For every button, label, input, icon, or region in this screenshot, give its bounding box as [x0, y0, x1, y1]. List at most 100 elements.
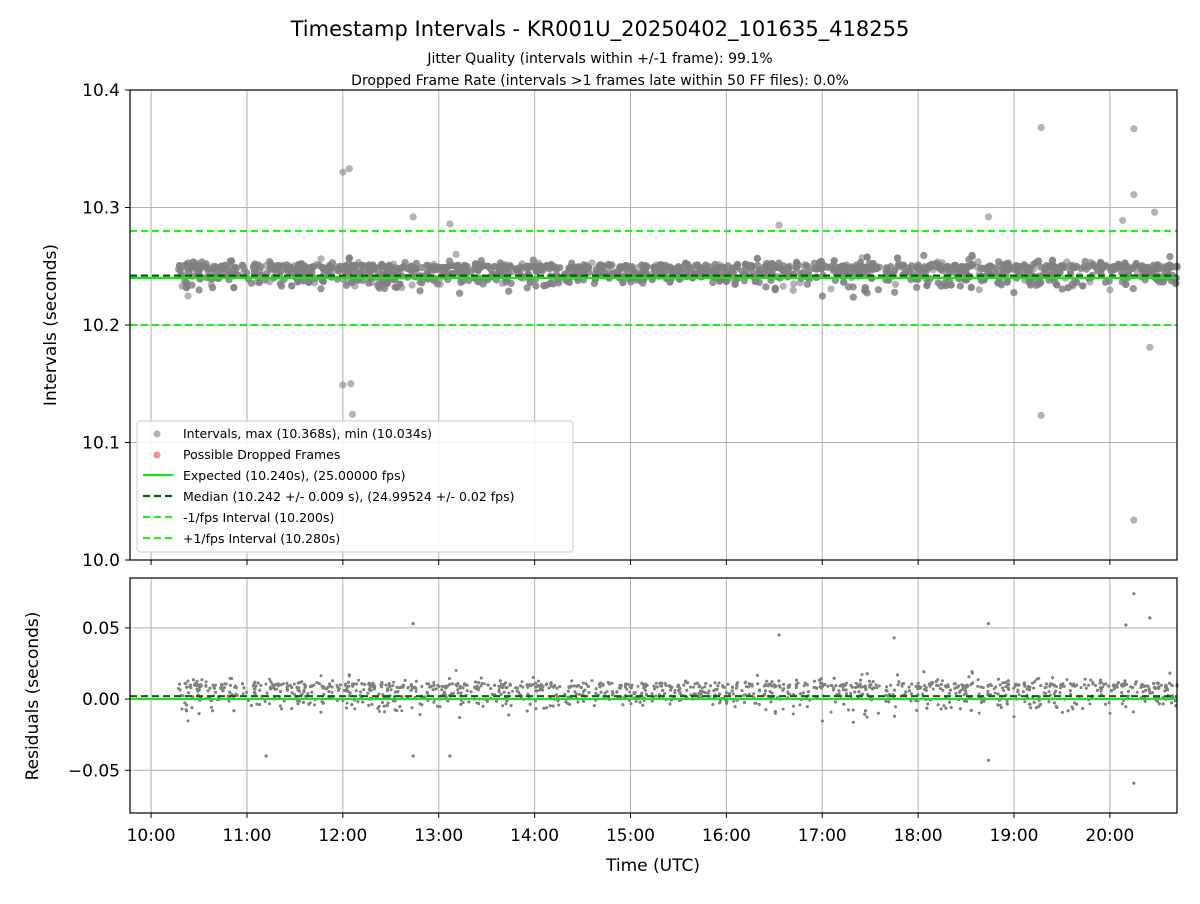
residual-point — [541, 689, 544, 692]
residual-point — [1103, 683, 1106, 686]
interval-point — [875, 286, 882, 293]
residual-point — [419, 713, 422, 716]
residual-point — [498, 690, 501, 693]
interval-point — [793, 259, 800, 266]
residual-point — [366, 692, 369, 695]
residual-point — [718, 681, 721, 684]
residual-point — [591, 679, 594, 682]
interval-point — [1005, 262, 1012, 269]
interval-point — [961, 266, 968, 273]
residual-point — [854, 686, 857, 689]
residual-point — [187, 680, 190, 683]
residual-point — [918, 685, 921, 688]
residual-point — [1004, 681, 1007, 684]
residual-point — [458, 716, 461, 719]
residual-point — [845, 692, 848, 695]
residual-point — [503, 691, 506, 694]
residual-point — [701, 687, 704, 690]
interval-point — [683, 267, 690, 274]
residual-point — [792, 705, 795, 708]
y-tick-label: 10.3 — [82, 199, 120, 219]
residual-point — [200, 678, 203, 681]
interval-point — [1154, 261, 1161, 268]
residual-point — [698, 685, 701, 688]
residual-point — [280, 707, 283, 710]
residual-point — [765, 680, 768, 683]
residual-point — [994, 686, 997, 689]
interval-point — [1065, 284, 1072, 291]
residual-point — [511, 690, 514, 693]
interval-point — [409, 282, 416, 289]
interval-outlier-point — [1038, 124, 1045, 131]
residual-point — [303, 683, 306, 686]
residual-point — [732, 700, 735, 703]
residual-point — [255, 685, 258, 688]
residual-point — [585, 683, 588, 686]
interval-outlier-point — [1119, 217, 1126, 224]
residual-point — [457, 692, 460, 695]
interval-outlier-point — [410, 213, 417, 220]
residual-point — [187, 719, 190, 722]
interval-point — [454, 263, 461, 270]
residual-point — [467, 701, 470, 704]
residual-point — [277, 682, 280, 685]
residual-point — [859, 683, 862, 686]
residual-point — [1039, 684, 1042, 687]
residual-point — [1083, 683, 1086, 686]
interval-point — [777, 265, 784, 272]
residual-point — [545, 682, 548, 685]
residual-point — [207, 689, 210, 692]
residual-point — [439, 705, 442, 708]
interval-point — [873, 265, 880, 272]
residual-point — [456, 688, 459, 691]
interval-point — [866, 265, 873, 272]
interval-outlier-point — [1151, 209, 1158, 216]
residual-point — [254, 681, 257, 684]
interval-point — [754, 255, 761, 262]
residual-point — [807, 690, 810, 693]
y-tick-label: 10.2 — [82, 316, 120, 336]
interval-point — [218, 263, 225, 270]
interval-point — [228, 257, 235, 264]
residual-point — [1029, 706, 1032, 709]
residual-point — [651, 692, 654, 695]
residual-point — [521, 680, 524, 683]
residual-point — [930, 681, 933, 684]
interval-point — [1102, 279, 1109, 286]
residual-point — [331, 679, 334, 682]
interval-point — [780, 283, 787, 290]
residual-point — [432, 688, 435, 691]
residual-point — [978, 712, 981, 715]
residual-point — [477, 681, 480, 684]
residual-point — [1171, 684, 1174, 687]
interval-point — [1067, 262, 1074, 269]
interval-point — [176, 262, 183, 269]
residual-point — [721, 684, 724, 687]
residual-point — [367, 683, 370, 686]
residual-point — [1085, 687, 1088, 690]
interval-point — [951, 262, 958, 269]
interval-point — [654, 264, 661, 271]
interval-point — [453, 251, 460, 258]
residual-point — [349, 692, 352, 695]
interval-point — [457, 279, 464, 286]
interval-outlier-point — [339, 169, 346, 176]
interval-point — [682, 260, 689, 267]
residual-point — [185, 686, 188, 689]
residual-point — [855, 682, 858, 685]
residual-point — [1012, 687, 1015, 690]
residual-point — [1158, 702, 1161, 705]
interval-point — [527, 279, 534, 286]
residual-point — [213, 687, 216, 690]
interval-point — [596, 264, 603, 271]
interval-point — [920, 252, 927, 259]
residual-point — [1016, 690, 1019, 693]
residual-point — [211, 709, 214, 712]
residual-point — [505, 686, 508, 689]
residual-point — [797, 682, 800, 685]
residual-point — [835, 684, 838, 687]
interval-point — [540, 282, 547, 289]
interval-point — [1096, 261, 1103, 268]
interval-point — [1027, 282, 1034, 289]
residual-point — [245, 691, 248, 694]
